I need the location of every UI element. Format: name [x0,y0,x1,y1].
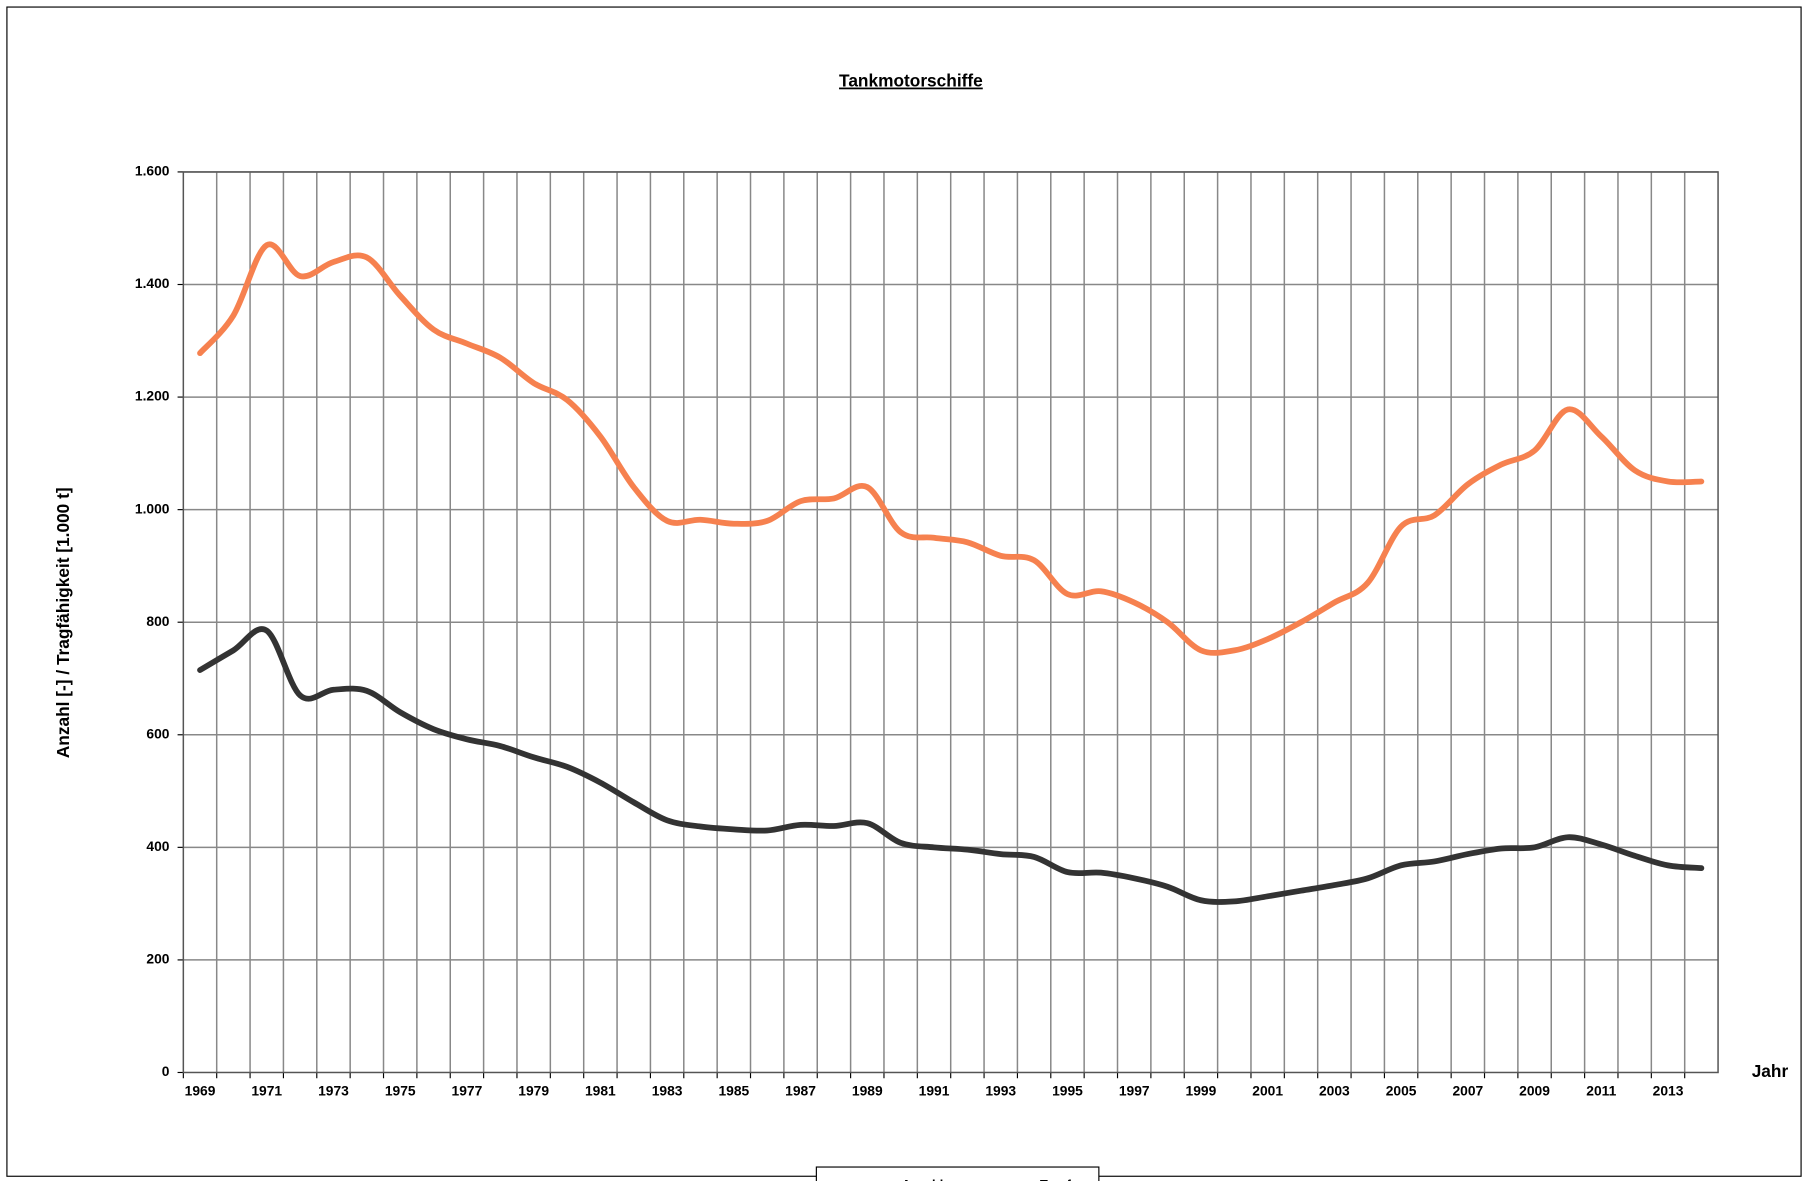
x-tick-label: 1995 [1052,1083,1083,1099]
y-tick-label: 1.200 [135,388,170,404]
x-tick-label: 1997 [1119,1083,1150,1099]
y-tick-label: 1.600 [135,163,170,179]
x-tick-label: 1975 [385,1083,416,1099]
x-tick-label: 2009 [1519,1083,1550,1099]
legend-box [815,1166,1100,1181]
x-axis-title: Jahr [1752,1061,1789,1081]
x-tick-label: 2001 [1252,1083,1283,1099]
y-tick-label: 0 [162,1063,170,1079]
chart-title: Tankmotorschiffe [839,71,983,91]
x-tick-label: 1979 [518,1083,549,1099]
x-tick-label: 2007 [1452,1083,1483,1099]
series-line [197,241,1705,656]
x-tick-label: 2003 [1319,1083,1350,1099]
y-axis-title: Anzahl [-] / Tragfähigkeit [1.000 t] [53,487,73,758]
x-tick-label: 1993 [985,1083,1016,1099]
y-tick-label: 1.400 [135,275,170,291]
x-tick-label: 2013 [1653,1083,1684,1099]
x-tick-label: 1987 [785,1083,816,1099]
y-tick-label: 1.000 [135,500,170,516]
x-tick-label: 1999 [1186,1083,1217,1099]
y-tick-label: 800 [146,613,169,629]
x-tick-label: 1985 [718,1083,749,1099]
plot-border [182,171,1719,1074]
y-tick-label: 200 [146,951,169,967]
legend-label: Anzahl [902,1178,944,1181]
x-tick-label: 1991 [919,1083,950,1099]
x-tick-label: 1977 [452,1083,483,1099]
x-tick-label: 1969 [185,1083,216,1099]
x-tick-label: 1971 [251,1083,282,1099]
x-tick-label: 1989 [852,1083,883,1099]
legend-label: Tragf. [1040,1178,1075,1181]
series-line [197,626,1705,905]
y-tick-label: 400 [146,838,169,854]
x-tick-label: 1981 [585,1083,616,1099]
x-tick-label: 2005 [1386,1083,1417,1099]
x-tick-label: 1973 [318,1083,349,1099]
x-tick-label: 2011 [1586,1083,1616,1099]
x-tick-label: 1983 [652,1083,683,1099]
y-tick-label: 600 [146,725,169,741]
